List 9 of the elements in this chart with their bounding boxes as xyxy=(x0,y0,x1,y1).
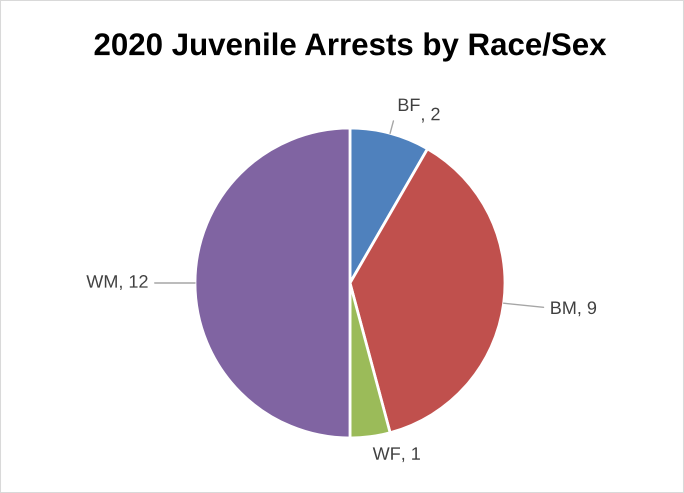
data-label: , 2 xyxy=(422,108,440,123)
data-label: , 1 xyxy=(402,447,420,462)
data-label: , 12 xyxy=(120,275,148,290)
slice-label: WF xyxy=(372,447,400,460)
chart-title: 2020 Juvenile Arrests by Race/Sex xyxy=(94,32,606,62)
slice-label: BF xyxy=(398,98,420,111)
slice-label: WM xyxy=(86,275,117,288)
data-label: , 9 xyxy=(578,301,596,316)
slice-label: BM xyxy=(551,302,576,314)
